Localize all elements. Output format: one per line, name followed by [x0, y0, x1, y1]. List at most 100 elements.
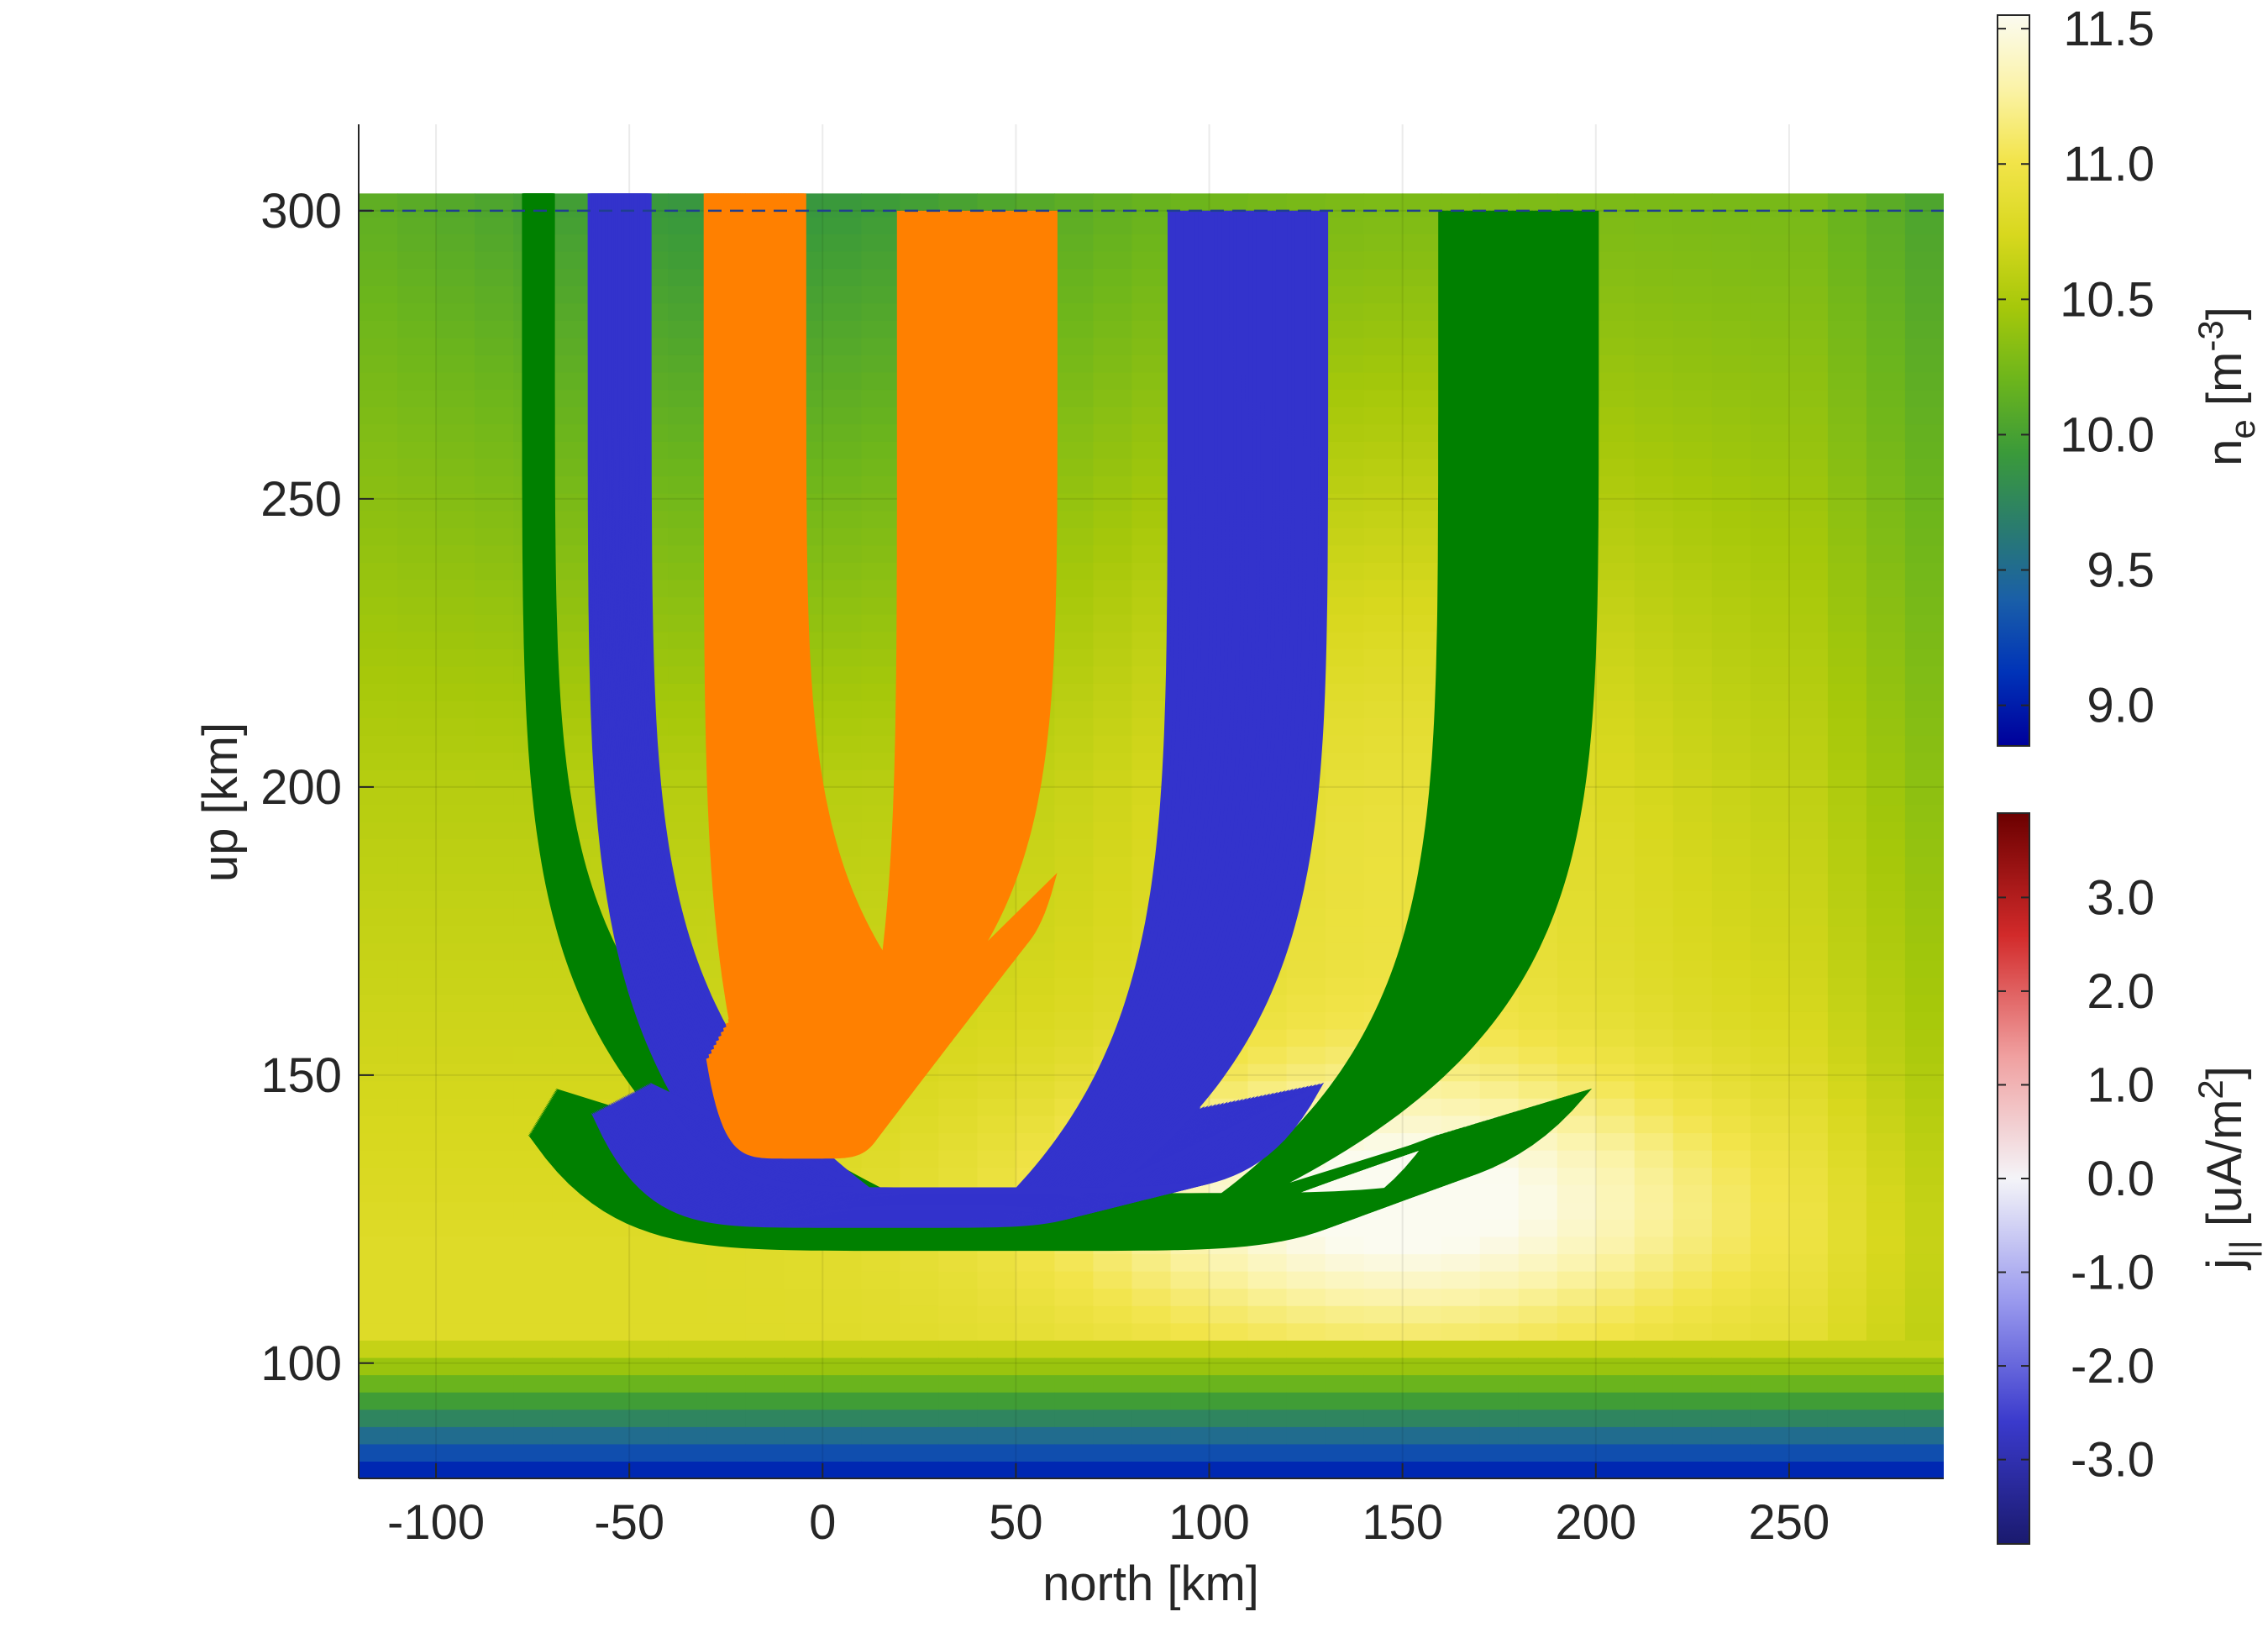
heatmap-cell [1788, 735, 1829, 753]
heatmap-cell [1131, 510, 1172, 528]
heatmap-cell [1054, 1028, 1095, 1047]
heatmap-cell [1131, 1426, 1172, 1445]
heatmap-cell [1054, 1288, 1095, 1306]
heatmap-cell [668, 614, 707, 633]
heatmap-cell [1402, 1340, 1442, 1358]
heatmap-cell [475, 1426, 514, 1445]
heatmap-cell [397, 1098, 437, 1116]
heatmap-cell [1402, 1115, 1442, 1134]
heatmap-cell [861, 199, 900, 218]
heatmap-cell [359, 1288, 398, 1306]
heatmap-cell [1711, 925, 1751, 943]
heatmap-cell [1131, 1322, 1172, 1341]
heatmap-cell [1672, 890, 1713, 909]
heatmap-cell [1788, 631, 1829, 649]
heatmap-cell [1518, 1288, 1558, 1306]
heatmap-cell [1479, 1098, 1520, 1116]
heatmap-cell [397, 1028, 437, 1047]
heatmap-cell [397, 907, 437, 927]
heatmap-cell [1557, 1392, 1597, 1410]
heatmap-cell [1672, 959, 1713, 978]
heatmap-cell [1672, 510, 1713, 528]
heatmap-cell [1672, 1201, 1713, 1220]
heatmap-cell [1131, 371, 1172, 391]
heatmap-cell [822, 510, 862, 528]
heatmap-cell [977, 1374, 1017, 1393]
heatmap-cell [668, 596, 707, 615]
heatmap-cell [1866, 1340, 1906, 1358]
heatmap-cell [1441, 1271, 1481, 1289]
heatmap-cell [436, 1426, 475, 1445]
heatmap-cell [1363, 1357, 1404, 1376]
heatmap-cell [1286, 1011, 1326, 1030]
heatmap-cell [1595, 216, 1635, 234]
heatmap-cell [1363, 193, 1404, 200]
heatmap-cell [397, 769, 437, 788]
heatmap-cell [1093, 614, 1133, 633]
heatmap-cell [1363, 1271, 1404, 1289]
heatmap-cell [397, 925, 437, 943]
heatmap-cell [1866, 1150, 1906, 1168]
heatmap-cell [1402, 683, 1442, 701]
heatmap-cell [1711, 665, 1751, 684]
heatmap-cell [397, 354, 437, 373]
heatmap-cell [1827, 407, 1867, 425]
heatmap-cell [1788, 1132, 1829, 1151]
heatmap-cell [1827, 1098, 1867, 1116]
heatmap-cell [1016, 1322, 1056, 1341]
heatmap-cell [1750, 959, 1790, 978]
heatmap-cell [1750, 856, 1790, 874]
heatmap-cell [1441, 1357, 1481, 1376]
heatmap-cell [1557, 977, 1597, 995]
heatmap-cell [1788, 1063, 1829, 1082]
heatmap-cell [668, 648, 707, 667]
heatmap-cell [1054, 1443, 1095, 1462]
heatmap-cell [552, 423, 591, 442]
heatmap-cell [822, 1340, 862, 1358]
heatmap-cell [1325, 1011, 1365, 1030]
heatmap-cell [1325, 786, 1365, 806]
heatmap-cell [1750, 1150, 1790, 1168]
heatmap-cell [436, 268, 475, 286]
heatmap-cell [1634, 752, 1674, 770]
heatmap-cell [1866, 493, 1906, 512]
heatmap-cell [977, 1461, 1017, 1478]
heatmap-cell [359, 890, 398, 909]
heatmap-cell [1131, 423, 1172, 442]
heatmap-cell [1595, 717, 1635, 736]
heatmap-cell [1557, 1167, 1597, 1185]
heatmap-cell [1672, 1184, 1713, 1203]
heatmap-cell [1363, 302, 1404, 321]
heatmap-cell [1093, 441, 1133, 459]
heatmap-cell [668, 1271, 707, 1289]
heatmap-cell [475, 786, 514, 806]
heatmap-cell [1595, 1201, 1635, 1220]
heatmap-cell [513, 1426, 553, 1445]
heatmap-cell [475, 1115, 514, 1134]
heatmap-cell [1904, 579, 1944, 598]
heatmap-cell [1904, 890, 1944, 909]
heatmap-cell [397, 234, 437, 252]
heatmap-cell [1441, 1461, 1481, 1478]
heatmap-cell [1286, 994, 1326, 1012]
heatmap-cell [822, 423, 862, 442]
heatmap-cell [977, 1253, 1017, 1272]
heatmap-cell [1904, 371, 1944, 391]
heatmap-cell [359, 458, 398, 477]
heatmap-cell [1634, 250, 1674, 270]
heatmap-cell [1131, 407, 1172, 425]
heatmap-cell [1131, 250, 1172, 270]
heatmap-cell [861, 1167, 900, 1185]
heatmap-cell [475, 822, 514, 840]
heatmap-cell [1711, 1201, 1751, 1220]
heatmap-cell [1904, 1426, 1944, 1445]
colorbar-ne: 11.511.010.510.09.59.0 ne [m-3] [1997, 2, 2262, 747]
heatmap-cell [822, 544, 862, 563]
heatmap-cell [1634, 407, 1674, 425]
heatmap-cell [1788, 337, 1829, 355]
heatmap-cell [1325, 631, 1365, 649]
heatmap-cell [745, 1305, 785, 1324]
heatmap-cell [1595, 1184, 1635, 1203]
x-tick-label: 50 [989, 1495, 1043, 1550]
heatmap-cell [1209, 1409, 1249, 1427]
